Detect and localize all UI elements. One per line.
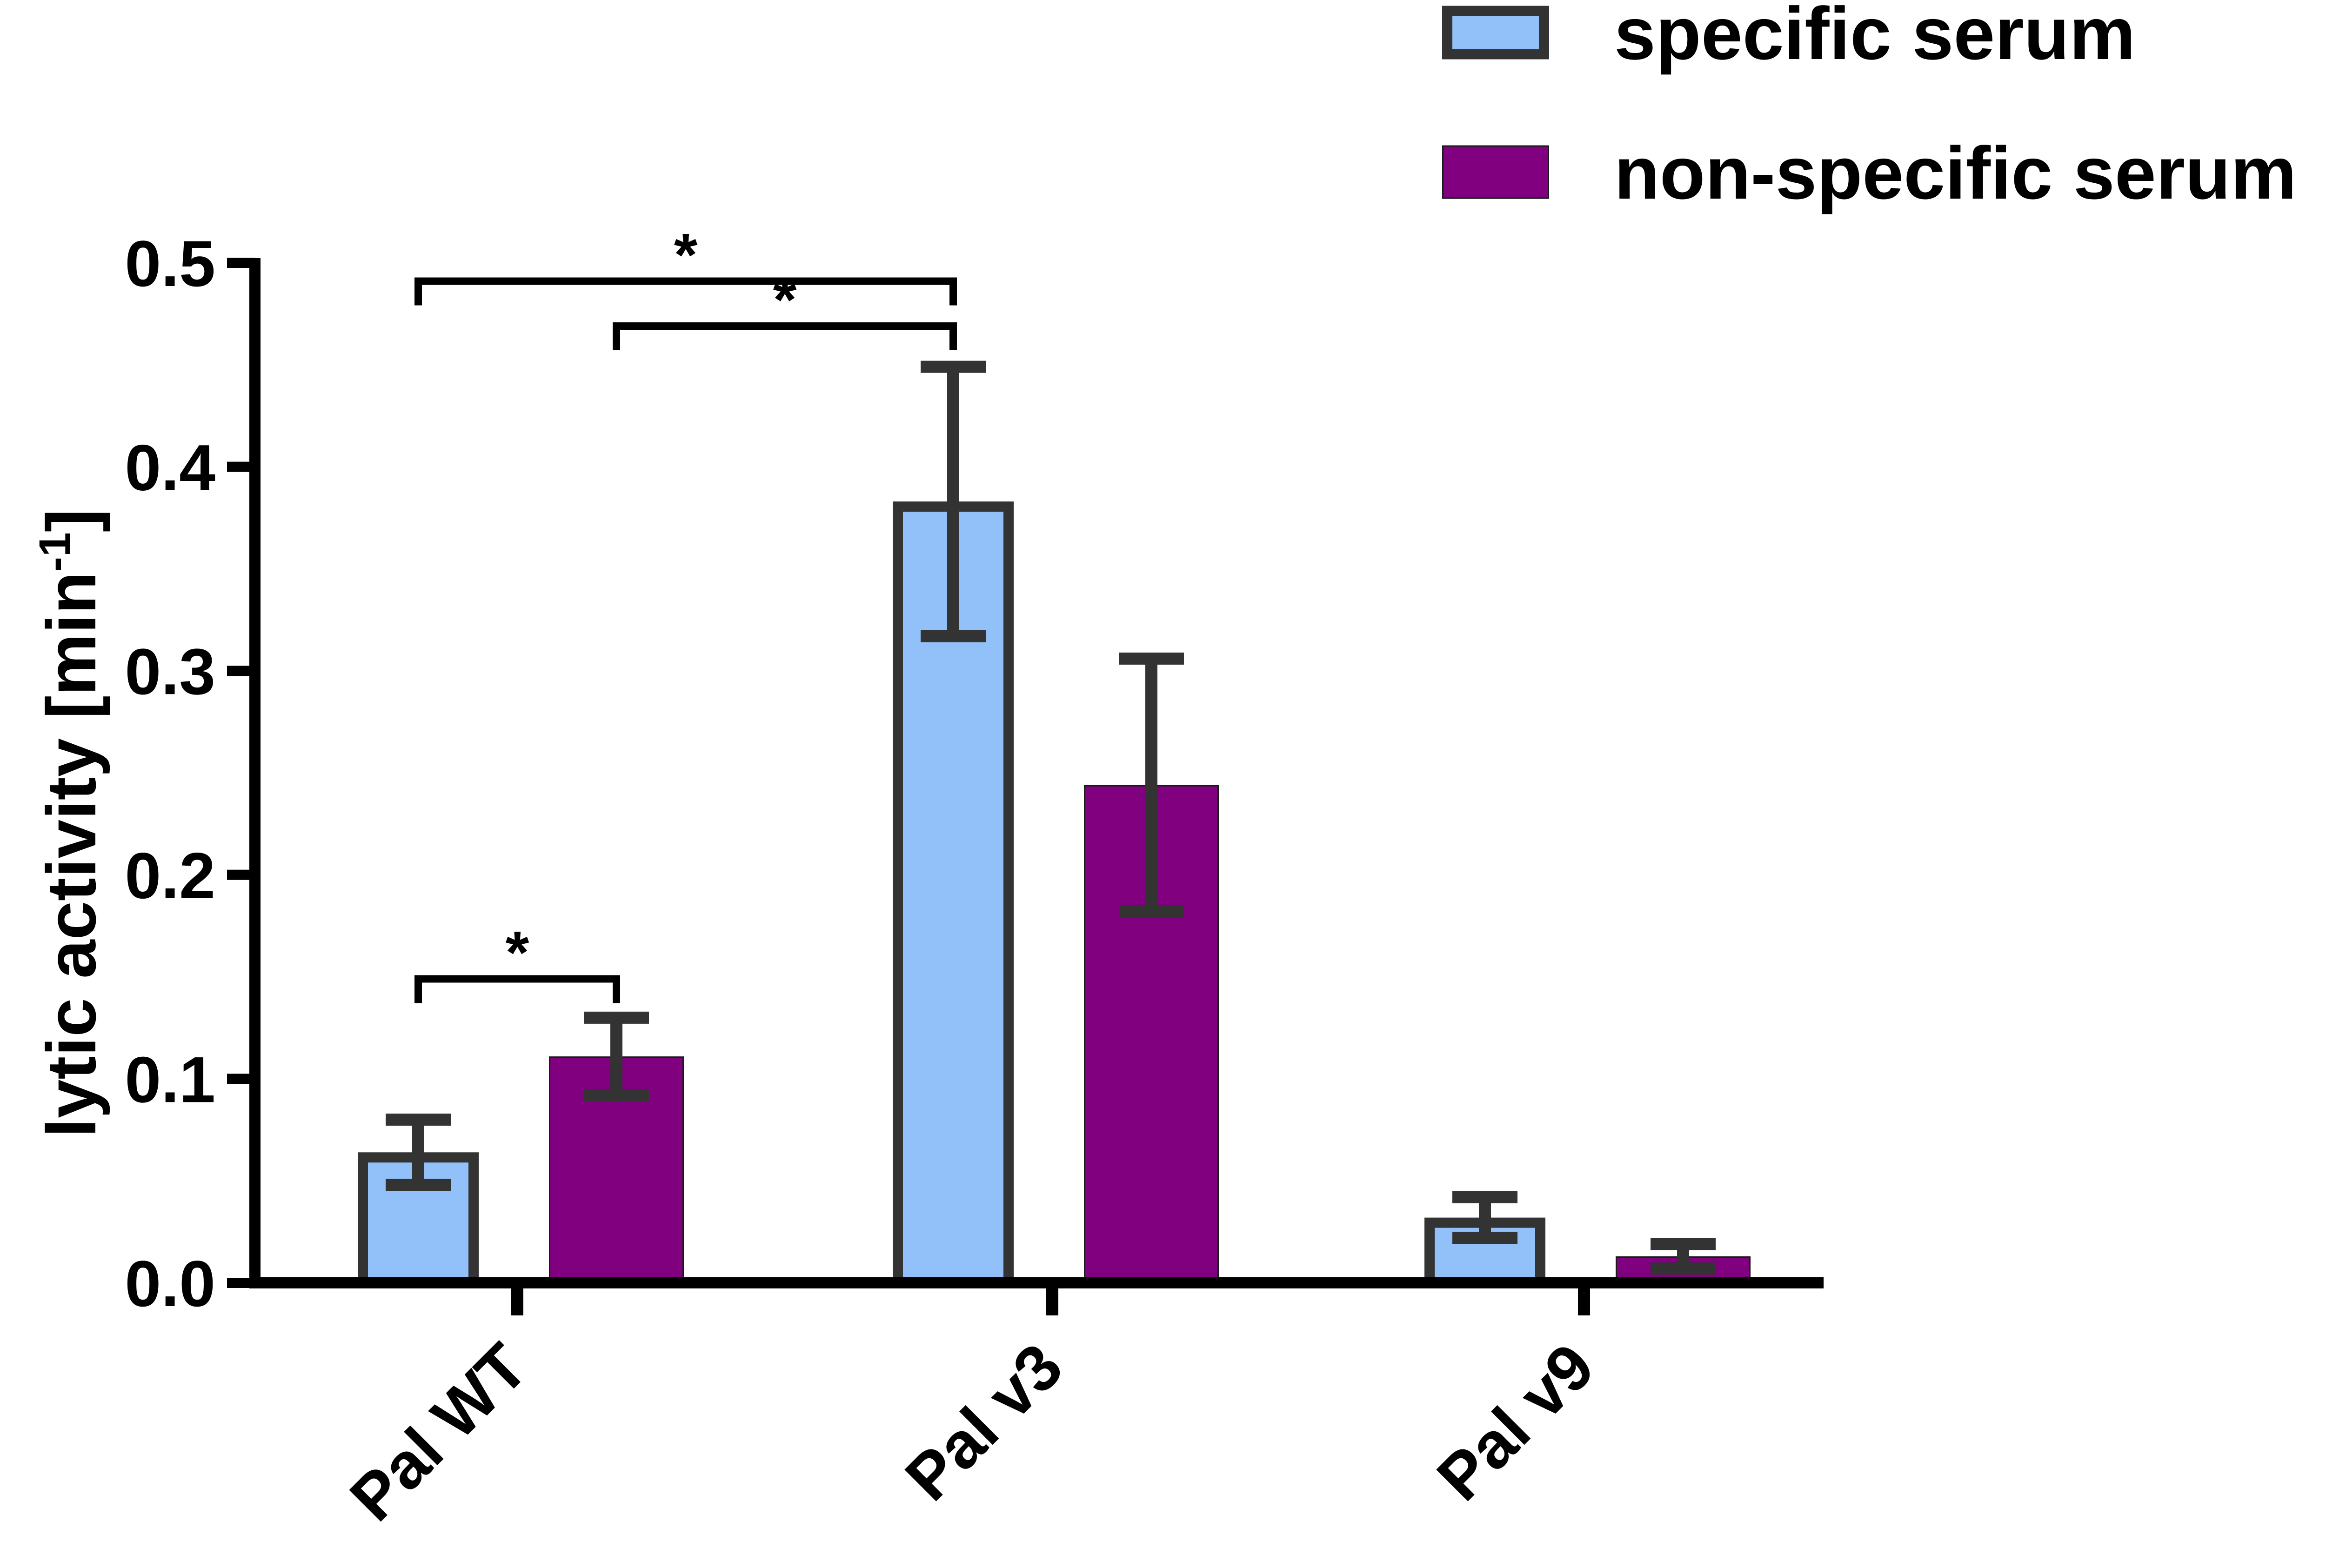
- x-tick-label: Pal v9: [1423, 1329, 1608, 1514]
- legend-label: non-specific serum: [1614, 131, 2297, 214]
- x-tick-label: Pal v3: [891, 1329, 1076, 1514]
- significance-label: *: [506, 918, 529, 986]
- error-bar: [1651, 1238, 1716, 1275]
- x-tick-label: Pal WT: [336, 1329, 541, 1535]
- significance-label: *: [773, 266, 797, 334]
- legend-swatch: [1442, 145, 1549, 199]
- legend-label: specific serum: [1614, 0, 2136, 75]
- significance-bracket: *: [414, 918, 620, 1003]
- y-tick-label: 0.3: [125, 635, 215, 708]
- significance-bracket: *: [613, 266, 957, 350]
- significance-line: [414, 277, 957, 306]
- legend-swatch: [1442, 6, 1549, 60]
- legend-entry: specific serum: [1442, 0, 2136, 75]
- error-bar: [584, 1011, 649, 1101]
- y-axis-label: lytic activity [min-1]: [30, 509, 110, 1138]
- legend: specific serum non-specific serum: [1442, 0, 2297, 214]
- significance-line: [613, 322, 957, 350]
- error-bar: [386, 1114, 451, 1191]
- y-tick-label: 0.0: [125, 1247, 215, 1320]
- plot-area: * * *: [358, 220, 1751, 1288]
- error-bar: [1452, 1191, 1517, 1244]
- y-tick-label: 0.2: [125, 839, 215, 912]
- y-tick-label: 0.1: [125, 1043, 215, 1116]
- error-bar: [1119, 652, 1184, 918]
- significance-line: [414, 975, 620, 1003]
- significance-label: *: [674, 220, 698, 288]
- significance-bracket: *: [414, 220, 957, 306]
- legend-entry: non-specific serum: [1442, 131, 2297, 214]
- y-tick-label: 0.5: [125, 227, 215, 300]
- error-bar: [921, 360, 986, 642]
- y-tick-label: 0.4: [125, 431, 215, 504]
